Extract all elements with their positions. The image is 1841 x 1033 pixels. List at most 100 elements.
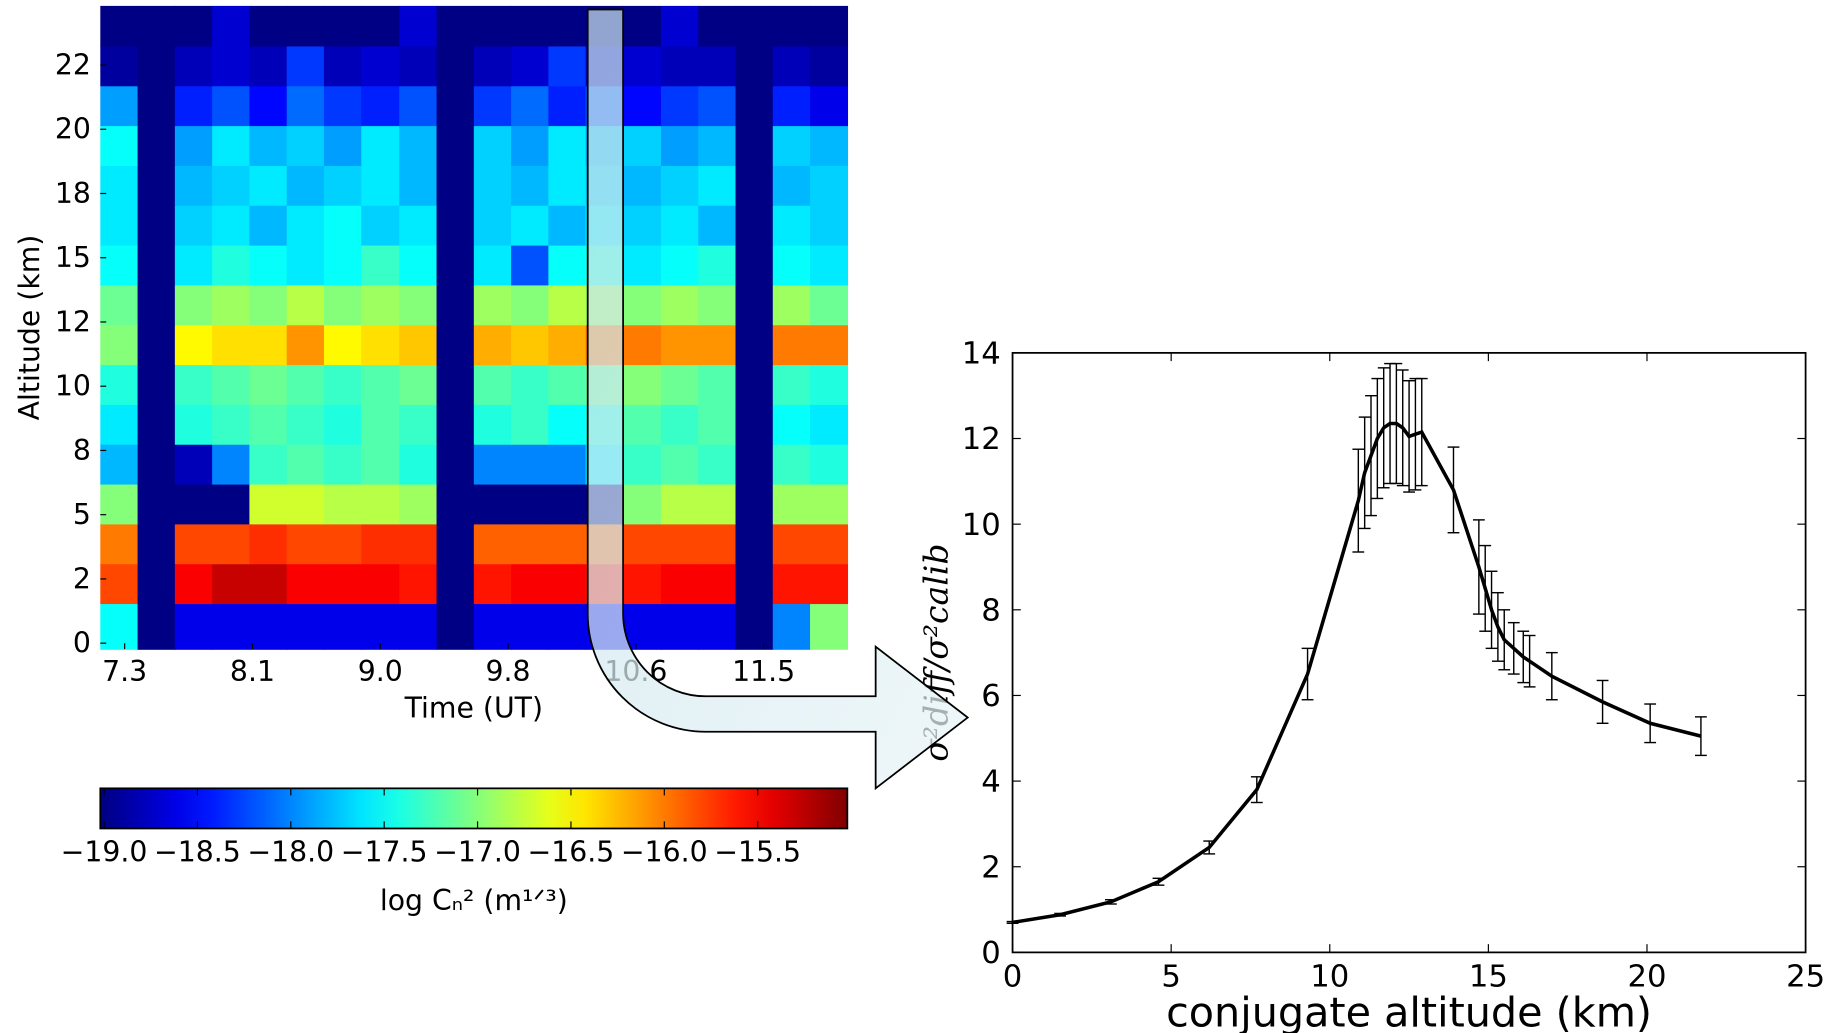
heat-cell — [137, 85, 176, 127]
heat-cell — [361, 563, 400, 605]
heat-cell — [361, 404, 400, 445]
heat-cell — [548, 444, 587, 485]
heat-cell — [473, 5, 512, 47]
y-tick-label: 8 — [981, 593, 1001, 628]
y-tick-label: 20 — [55, 113, 91, 146]
heat-cell — [548, 483, 587, 525]
heat-cell — [772, 563, 811, 605]
heat-cell — [323, 165, 362, 206]
heat-cell — [323, 364, 362, 405]
heat-cell — [473, 603, 512, 650]
colorbar-tick-label: −19.0 — [61, 836, 148, 869]
heat-cell — [511, 444, 550, 485]
heat-cell — [436, 563, 475, 605]
heat-cell — [698, 523, 737, 565]
heat-cell — [473, 324, 512, 366]
x-axis-label: conjugate altitude (km) — [1166, 989, 1652, 1033]
heat-cell — [399, 364, 438, 405]
heat-cell — [548, 85, 587, 127]
heat-cell — [660, 165, 699, 206]
heat-cell — [511, 324, 550, 366]
heat-cell — [212, 244, 251, 286]
heat-cell — [698, 324, 737, 366]
heat-cell — [100, 284, 139, 326]
heat-cell — [399, 523, 438, 565]
heat-cell — [174, 603, 213, 650]
heat-cell — [323, 284, 362, 326]
heat-cell — [511, 563, 550, 605]
y-tick-label: 6 — [981, 679, 1001, 714]
heat-cell — [511, 125, 550, 166]
heat-cell — [249, 205, 288, 246]
heat-cell — [548, 324, 587, 366]
y-tick-label: 12 — [55, 305, 91, 338]
heat-cell — [249, 165, 288, 206]
heat-cell — [399, 603, 438, 650]
heat-cell — [735, 165, 774, 206]
heat-cell — [660, 364, 699, 405]
heat-cell — [100, 85, 139, 127]
heat-cell — [548, 5, 587, 47]
heat-cell — [137, 603, 176, 650]
heat-cell — [660, 244, 699, 286]
heat-cell — [212, 523, 251, 565]
heat-cell — [249, 85, 288, 127]
heat-cell — [436, 205, 475, 246]
heat-cell — [212, 284, 251, 326]
heat-cell — [548, 364, 587, 405]
heat-cell — [772, 244, 811, 286]
y-tick-label: 10 — [55, 370, 91, 403]
y-tick-label: 0 — [73, 627, 91, 660]
heat-cell — [548, 404, 587, 445]
heat-cell — [174, 5, 213, 47]
heat-cell — [772, 483, 811, 525]
errorbar-panel: 0 5 10 15 20 25 0 2 4 6 8 10 12 14 conjugate altitude … — [917, 336, 1825, 1033]
heat-cell — [622, 444, 662, 485]
heat-cell — [212, 563, 251, 605]
x-axis-label: Time (UT) — [404, 692, 543, 725]
heat-cell — [286, 85, 325, 127]
heat-cell — [772, 284, 811, 326]
heat-cell — [249, 444, 288, 485]
heat-cell — [249, 523, 288, 565]
heat-cell — [622, 364, 662, 405]
heat-cell — [436, 284, 475, 326]
heat-cell — [137, 483, 176, 525]
heat-cell — [286, 45, 325, 87]
x-tick-label: 20 — [1627, 960, 1666, 995]
x-tick-label: 7.3 — [102, 655, 147, 688]
heat-cell — [137, 404, 176, 445]
heat-cell — [698, 45, 737, 87]
y-tick-label: 15 — [55, 241, 91, 274]
heat-cell — [100, 603, 139, 650]
heat-cell — [772, 165, 811, 206]
heat-cell — [399, 324, 438, 366]
heat-cell — [137, 165, 176, 206]
heat-cell — [511, 45, 550, 87]
colorbar-tick-label: −15.5 — [714, 836, 801, 869]
heat-cell — [361, 165, 400, 206]
y-tick-label: 2 — [981, 850, 1001, 885]
heat-cell — [137, 523, 176, 565]
heat-cell — [174, 244, 213, 286]
heat-cell — [100, 244, 139, 286]
heat-cell — [660, 5, 699, 47]
heat-cell — [436, 45, 475, 87]
heat-cell — [511, 364, 550, 405]
heat-cell — [323, 444, 362, 485]
heat-cell — [810, 85, 849, 127]
heat-cell — [212, 483, 251, 525]
heat-cell — [100, 563, 139, 605]
heat-cell — [286, 563, 325, 605]
heat-cell — [399, 165, 438, 206]
x-tick-label: 8.1 — [230, 655, 275, 688]
heat-cell — [810, 563, 849, 605]
heat-cell — [361, 603, 400, 650]
heat-cell — [212, 444, 251, 485]
heat-cell — [772, 205, 811, 246]
heat-cell — [286, 444, 325, 485]
heat-cell — [810, 324, 849, 366]
heat-cell — [399, 284, 438, 326]
heat-cell — [660, 523, 699, 565]
